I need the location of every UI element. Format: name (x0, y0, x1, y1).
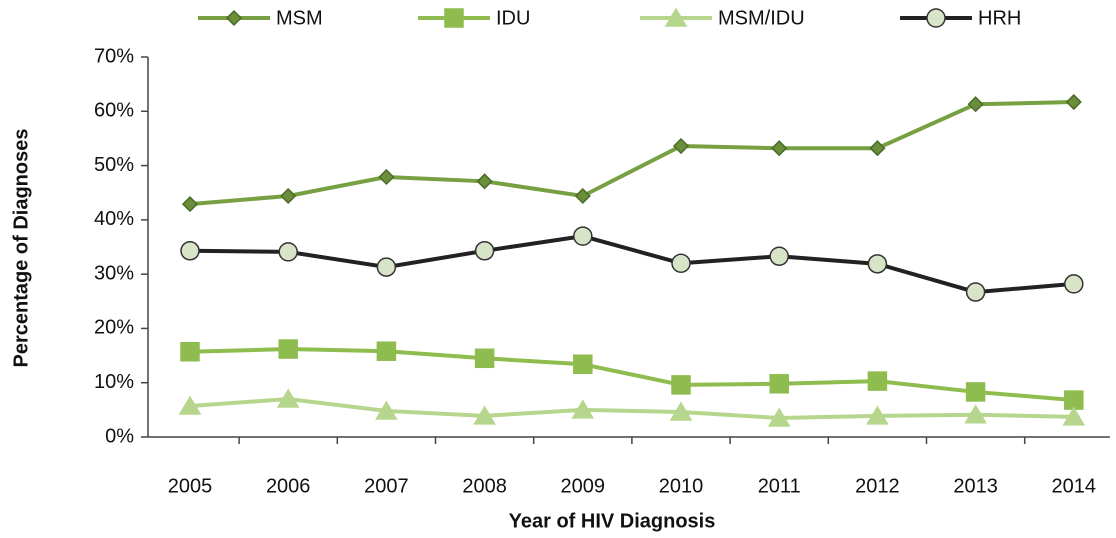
x-tick-label: 2009 (561, 475, 606, 497)
y-axis-title: Percentage of Diagnoses (10, 129, 32, 368)
marker (474, 348, 495, 369)
marker (767, 407, 791, 427)
marker (278, 339, 298, 359)
marker (672, 137, 690, 155)
y-tick-label: 60% (94, 100, 134, 122)
y-tick-label: 50% (94, 154, 134, 176)
marker (444, 8, 464, 28)
marker (669, 401, 693, 421)
marker (280, 187, 297, 205)
marker (1064, 274, 1084, 294)
marker (769, 246, 789, 266)
y-tick-label: 0% (105, 425, 134, 447)
y-tick-label: 10% (94, 371, 134, 393)
marker (573, 226, 593, 246)
marker (178, 395, 202, 415)
y-tick-label: 70% (94, 45, 134, 67)
marker (671, 375, 691, 395)
y-tick-label: 30% (94, 262, 134, 284)
marker (926, 8, 946, 28)
marker (476, 173, 493, 190)
marker (375, 400, 398, 420)
legend-label: MSM (276, 7, 323, 29)
marker (378, 168, 395, 186)
x-tick-label: 2008 (462, 475, 507, 497)
marker (671, 253, 691, 274)
legend-label: MSM/IDU (718, 7, 805, 29)
x-tick-label: 2013 (953, 475, 998, 497)
marker (278, 242, 298, 262)
marker (376, 341, 397, 361)
marker (1062, 406, 1086, 426)
x-tick-label: 2007 (364, 475, 409, 497)
x-tick-label: 2005 (168, 475, 213, 497)
y-tick-label: 40% (94, 208, 134, 230)
x-tick-label: 2010 (659, 475, 704, 497)
x-tick-label: 2011 (758, 475, 801, 497)
marker (474, 241, 495, 261)
series-line (189, 396, 1074, 421)
legend-label: HRH (978, 7, 1021, 29)
marker (181, 196, 199, 213)
marker (1065, 93, 1082, 111)
series-line (189, 100, 1074, 207)
marker (769, 374, 789, 394)
marker (664, 7, 688, 27)
marker (180, 241, 200, 261)
y-tick-label: 20% (94, 317, 134, 339)
marker (473, 405, 496, 425)
marker (573, 354, 593, 375)
x-tick-label: 2012 (855, 475, 900, 497)
marker (965, 382, 986, 402)
x-tick-label: 2014 (1052, 475, 1097, 497)
marker (574, 187, 591, 205)
marker (866, 405, 889, 425)
marker (180, 342, 200, 362)
x-tick-label: 2006 (266, 475, 311, 497)
marker (965, 282, 986, 302)
marker (867, 371, 888, 391)
legend-label: IDU (496, 7, 530, 29)
series-line (189, 234, 1074, 295)
marker (771, 140, 788, 157)
marker (964, 404, 987, 424)
marker (1064, 390, 1084, 410)
marker (867, 254, 888, 274)
marker (376, 257, 397, 277)
marker (869, 140, 886, 157)
marker (571, 399, 595, 419)
x-axis-title: Year of HIV Diagnosis (509, 510, 716, 532)
marker (967, 96, 984, 113)
marker (225, 9, 243, 27)
series-line (189, 347, 1074, 403)
marker (276, 388, 300, 408)
